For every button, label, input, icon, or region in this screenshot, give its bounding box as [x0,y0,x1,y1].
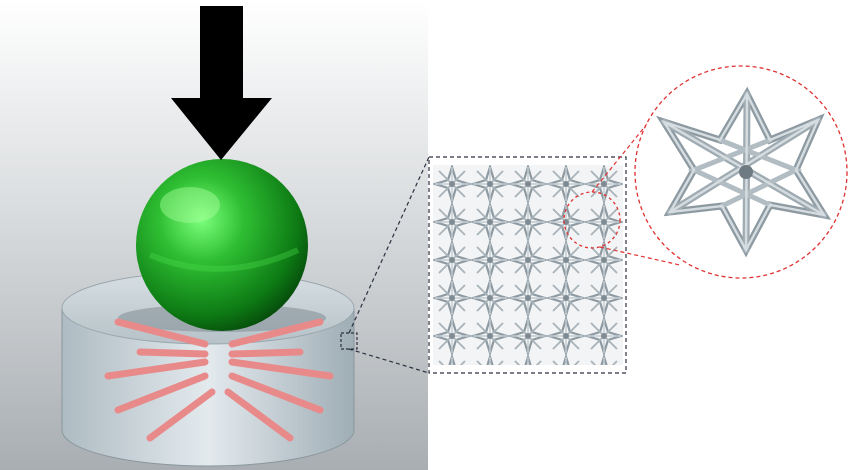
lattice-block-icon [428,156,627,374]
stress-arrows [104,318,334,442]
unit-cell-icon [634,65,848,279]
load-arrow-icon [171,6,272,160]
leader-line-top [348,156,430,334]
zoom-target-marker [563,191,621,249]
indenter-sphere-icon [136,159,308,331]
unit-cell-node [739,165,753,179]
